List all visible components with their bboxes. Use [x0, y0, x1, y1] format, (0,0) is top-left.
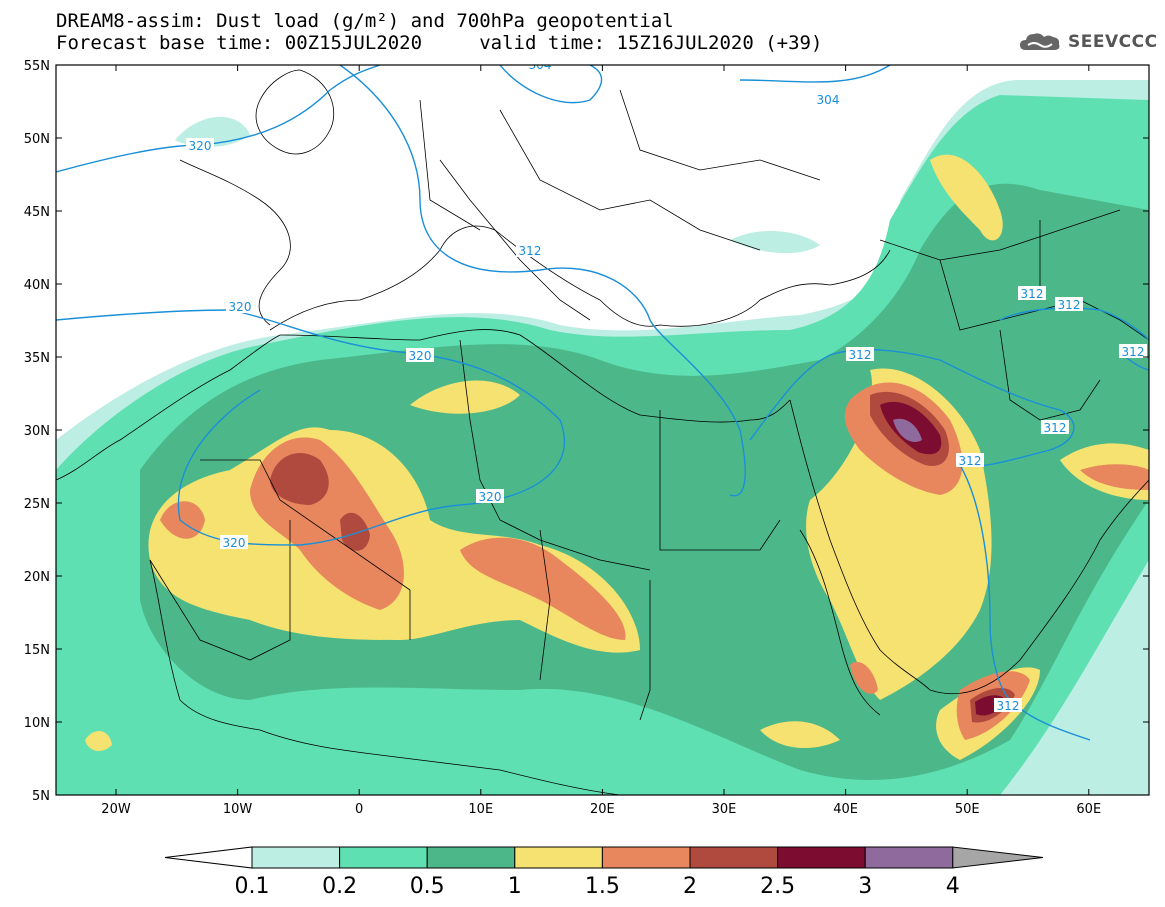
colorbar-segment [426, 846, 516, 869]
lat-label: 30N [24, 424, 50, 439]
colorbar-segment [864, 846, 954, 869]
contour-label: 320 [223, 536, 246, 550]
contour-labels: 304 304 320 320 320 312 320 320 312 312 … [186, 58, 1147, 713]
lat-label: 15N [24, 643, 50, 658]
lat-label: 55N [24, 59, 50, 74]
longitude-axis: 20W 10W 0 10E 20E 30E 40E 50E 60E [101, 65, 1101, 817]
colorbar-tick-label: 3 [858, 874, 872, 899]
seevccc-logo: SEEVCCC [1018, 30, 1158, 54]
colorbar-segment [689, 846, 779, 869]
lon-label: 10E [468, 802, 493, 817]
contour-label: 312 [519, 244, 542, 258]
cloud-icon [1020, 33, 1060, 50]
contour-label: 320 [409, 349, 432, 363]
contour-label: 304 [529, 58, 552, 72]
lat-label: 45N [24, 205, 50, 220]
lat-label: 25N [24, 497, 50, 512]
country-borders [56, 69, 1149, 795]
dust-layer-30 [893, 418, 922, 442]
lat-label: 40N [24, 278, 50, 293]
colorbar-tick-label: 1.5 [585, 874, 620, 899]
colorbar-segment [251, 846, 341, 869]
contour-label: 312 [959, 454, 982, 468]
contour-label: 320 [229, 300, 252, 314]
forecast-time-info: Forecast base time: 00Z15JUL2020 valid t… [56, 32, 823, 54]
colorbar-tick-label: 2.5 [760, 874, 795, 899]
lon-label: 50E [955, 802, 980, 817]
lon-label: 60E [1076, 802, 1101, 817]
lat-label: 5N [32, 789, 50, 804]
lon-label: 0 [355, 802, 363, 817]
contour-label: 312 [1122, 345, 1145, 359]
colorbar-segment [777, 846, 866, 869]
colorbar-tick-label: 0.2 [322, 874, 357, 899]
lat-label: 35N [24, 351, 50, 366]
latitude-axis: 55N 50N 45N 40N 35N 30N 25N 20N 15N 10N 5N [24, 59, 1149, 804]
lat-label: 50N [24, 132, 50, 147]
contour-label: 312 [997, 699, 1020, 713]
lat-label: 10N [24, 716, 50, 731]
colorbar-segment [601, 846, 691, 869]
colorbar-upper-extension [952, 846, 1044, 869]
contour-label: 320 [479, 490, 502, 504]
colorbar-tick-label: 0.5 [410, 874, 445, 899]
contour-label: 312 [1044, 421, 1067, 435]
lat-label: 20N [24, 570, 50, 585]
lon-label: 30E [712, 802, 737, 817]
lon-label: 20W [101, 802, 131, 817]
chart-title: DREAM8-assim: Dust load (g/m²) and 700hP… [56, 10, 674, 32]
contour-label: 320 [189, 139, 212, 153]
colorbar-segment [514, 846, 603, 869]
lon-label: 20E [590, 802, 615, 817]
geopotential-contours [56, 65, 1149, 741]
colorbar-tick-label: 4 [946, 874, 960, 899]
map-plot-area: 304 304 320 320 320 312 320 320 312 312 … [56, 58, 1149, 795]
colorbar-tick-label: 1 [508, 874, 522, 899]
contour-label: 312 [1058, 298, 1081, 312]
colorbar: 0.1 0.2 0.5 1 1.5 2 2.5 3 4 [164, 846, 1044, 899]
colorbar-lower-extension [164, 846, 253, 869]
colorbar-tick-label: 2 [683, 874, 697, 899]
contour-label: 312 [849, 348, 872, 362]
lon-label: 10W [223, 802, 253, 817]
lon-label: 40E [833, 802, 858, 817]
contour-label: 304 [817, 93, 840, 107]
colorbar-segment [339, 846, 428, 869]
colorbar-tick-label: 0.1 [235, 874, 270, 899]
contour-label: 312 [1021, 287, 1044, 301]
logo-text: SEEVCCC [1068, 32, 1158, 52]
